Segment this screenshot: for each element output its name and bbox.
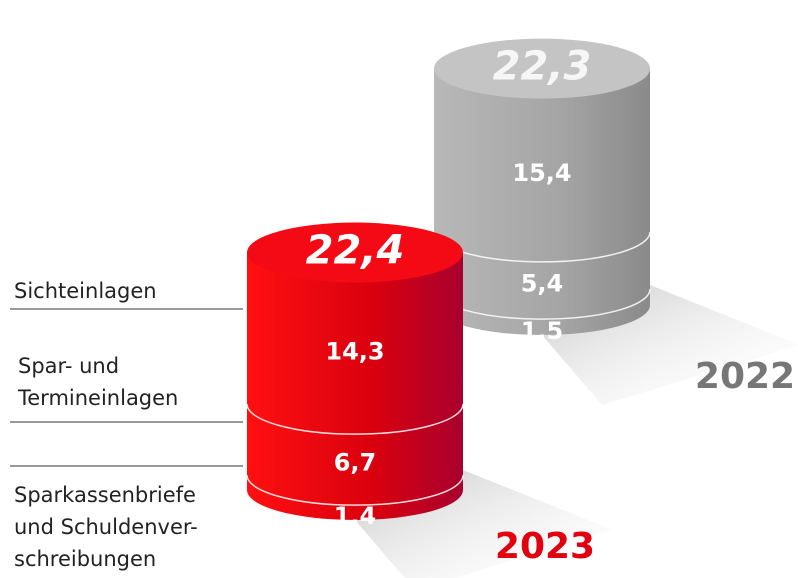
cylinder-segment [247,252,463,435]
cylinder-top [247,222,463,283]
segment-label: 5,4 [521,269,564,297]
cylinder-segment [434,68,650,262]
segment-label: 6,7 [334,449,377,477]
legend-label: Sparkassenbriefe und Schuldenver-schreibu… [14,483,198,571]
year-label: 2023 [495,526,595,567]
segment-label: 1,4 [334,502,377,530]
segment-label: 1,5 [521,317,564,345]
segment-label: 14,3 [325,337,384,365]
segment-edge [246,404,464,435]
cylinder-top [434,38,650,99]
legend-label: Spar- und Termineinlagen [17,354,178,410]
total-label: 22,4 [306,228,405,274]
segment-edge [246,475,464,506]
total-label: 22,3 [493,44,592,90]
year-label: 2022 [695,356,795,397]
segment-label: 15,4 [512,159,571,187]
legend-label: Sichteinlagen [14,279,157,303]
